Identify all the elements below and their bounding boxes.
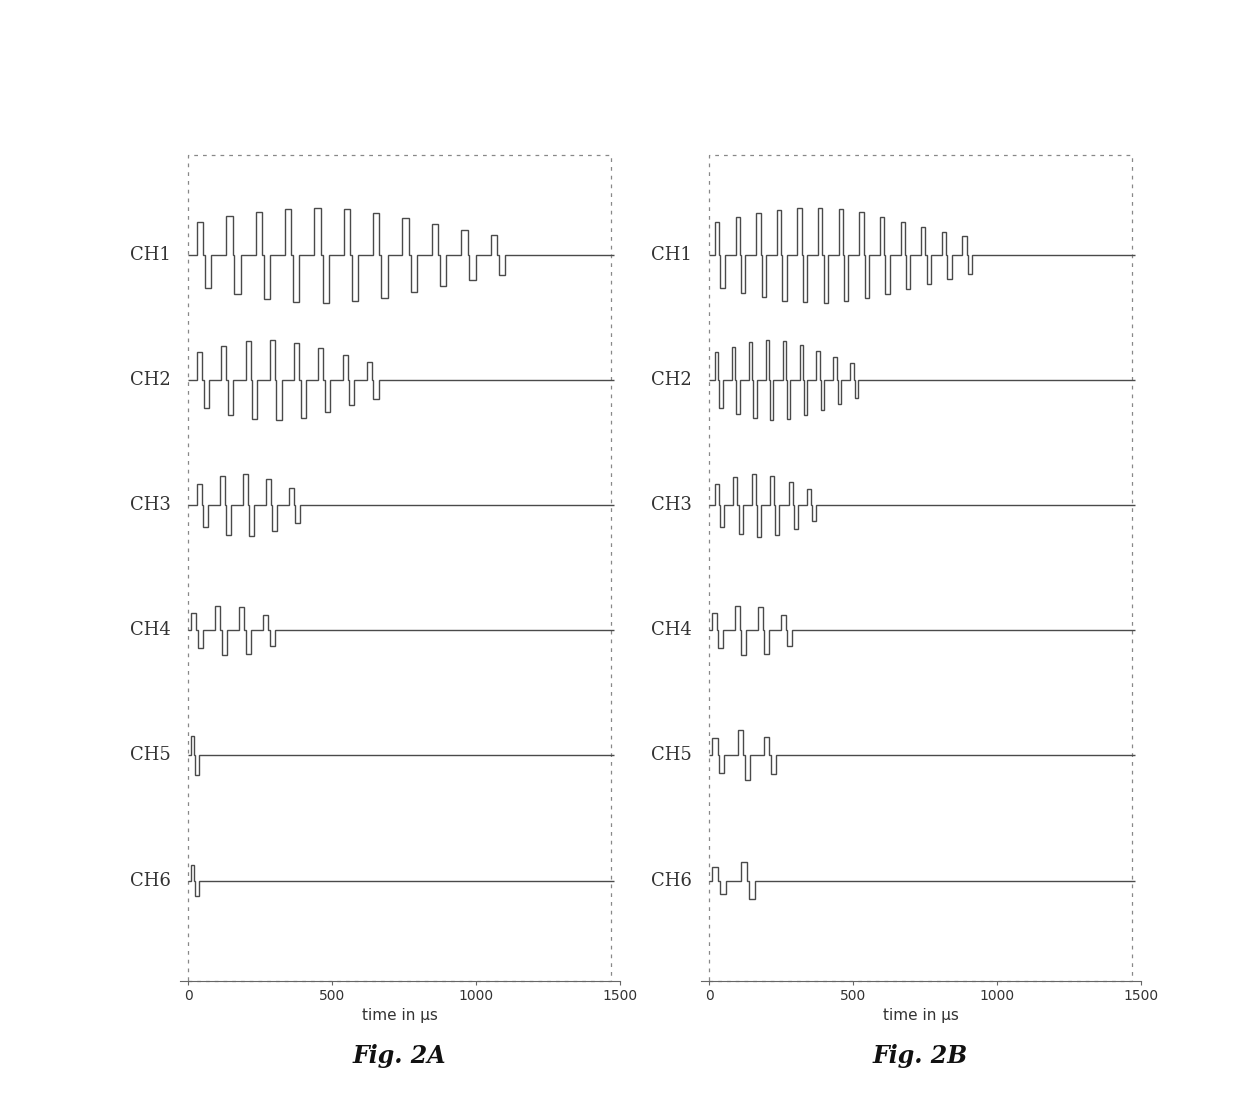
Text: CH2: CH2: [130, 371, 171, 389]
X-axis label: time in μs: time in μs: [362, 1008, 438, 1024]
Text: CH3: CH3: [130, 496, 171, 514]
Text: CH2: CH2: [651, 371, 692, 389]
Text: CH6: CH6: [651, 872, 692, 890]
Text: CH5: CH5: [130, 747, 171, 765]
Text: CH4: CH4: [130, 622, 171, 639]
Text: Fig. 2B: Fig. 2B: [873, 1044, 967, 1068]
Text: CH3: CH3: [651, 496, 692, 514]
X-axis label: time in μs: time in μs: [883, 1008, 959, 1024]
Text: CH4: CH4: [651, 622, 692, 639]
Text: Fig. 2A: Fig. 2A: [352, 1044, 446, 1068]
Text: CH1: CH1: [130, 246, 171, 264]
Text: CH5: CH5: [651, 747, 692, 765]
Text: CH6: CH6: [130, 872, 171, 890]
Text: CH1: CH1: [651, 246, 692, 264]
